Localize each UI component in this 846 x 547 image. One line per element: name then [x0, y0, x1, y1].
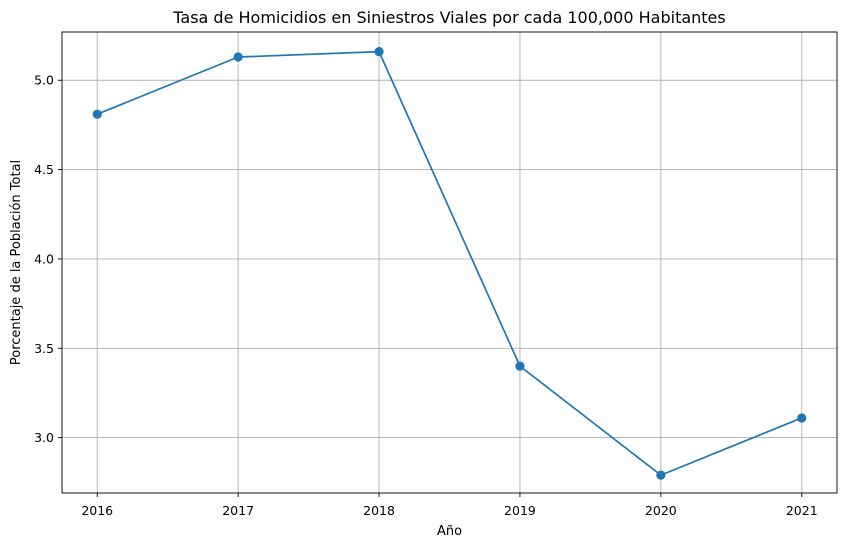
x-tick-label: 2020 — [645, 503, 677, 518]
x-tick-label: 2017 — [222, 503, 254, 518]
axis-ticks: 2016 2017 2018 2019 2020 2021 3.0 3.5 4.0 4.5 5.0 — [34, 73, 818, 518]
y-axis-label: Porcentaje de la Población Total — [9, 160, 24, 365]
y-tick-label: 4.5 — [34, 162, 54, 177]
x-tick-label: 2016 — [81, 503, 113, 518]
series-line — [96, 50, 803, 476]
chart-title: Tasa de Homicidios en Siniestros Viales … — [172, 8, 725, 27]
data-point — [515, 361, 525, 371]
x-tick-label: 2021 — [786, 503, 818, 518]
data-point — [656, 470, 666, 480]
data-point — [797, 413, 807, 423]
y-tick-label: 4.0 — [34, 251, 54, 266]
data-point — [233, 52, 243, 62]
data-point — [374, 47, 384, 57]
plot-frame — [61, 31, 838, 494]
y-tick-label: 3.0 — [34, 430, 54, 445]
series-layer — [92, 47, 807, 480]
x-tick-label: 2018 — [363, 503, 395, 518]
y-tick-label: 3.5 — [34, 341, 54, 356]
data-point — [92, 109, 102, 119]
grid-lines — [62, 32, 837, 493]
x-tick-label: 2019 — [504, 503, 536, 518]
x-axis-label: Año — [437, 524, 462, 539]
y-tick-label: 5.0 — [34, 73, 54, 88]
